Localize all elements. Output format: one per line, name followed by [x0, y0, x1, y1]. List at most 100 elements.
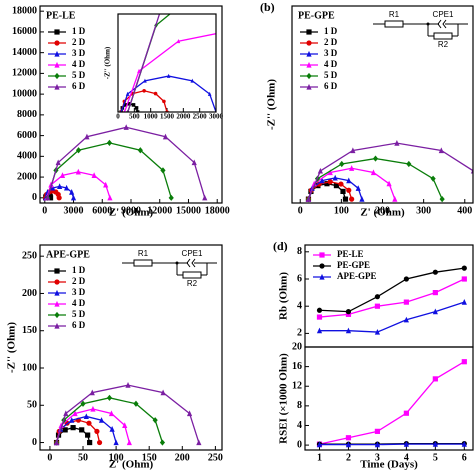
marker: [461, 276, 467, 282]
series-line: [319, 267, 465, 313]
legend-marker: [306, 61, 312, 68]
x-tick-label: 15000: [176, 205, 201, 216]
marker: [316, 441, 323, 448]
marker: [137, 147, 143, 154]
y-tick-label: 18000: [12, 5, 37, 16]
marker: [231, 28, 235, 32]
y-tick-label: 50: [27, 400, 37, 411]
x-axis-label: Z' (Ohm): [109, 459, 154, 471]
marker: [342, 196, 349, 202]
marker: [432, 376, 438, 382]
x-axis-label: Z' (Ohm): [109, 207, 154, 219]
marker: [123, 124, 129, 130]
marker: [103, 181, 109, 188]
marker: [89, 389, 95, 396]
circuit-label: R1: [138, 249, 149, 258]
marker: [319, 177, 325, 184]
marker: [84, 133, 90, 140]
marker: [50, 184, 56, 191]
node: [175, 261, 179, 265]
marker: [196, 439, 202, 446]
y-tick-label: 4: [297, 420, 302, 431]
y-tick-label: 16: [292, 361, 302, 372]
legend-label: 2 D: [72, 276, 86, 286]
marker: [86, 420, 92, 426]
marker: [461, 265, 467, 271]
circuit: R1 CPE1 R2: [122, 249, 217, 288]
cpe: [186, 258, 196, 268]
x-tick-label: 200: [375, 205, 390, 216]
legend-label: 2 D: [324, 37, 338, 47]
marker: [45, 194, 51, 201]
legend-label: 6 D: [324, 81, 338, 91]
marker: [349, 196, 355, 202]
marker: [316, 314, 323, 320]
marker: [125, 382, 131, 388]
circuit-label: CPE1: [433, 10, 454, 19]
marker: [190, 78, 195, 83]
legend-marker: [306, 40, 312, 46]
legend-marker: [319, 263, 325, 269]
marker: [403, 441, 409, 447]
legend-marker: [306, 72, 312, 80]
marker: [90, 405, 96, 412]
legend-label: 3 D: [324, 48, 338, 58]
x-tick-label: 12000: [147, 205, 172, 216]
marker: [142, 88, 146, 93]
marker: [406, 160, 412, 168]
legend-marker: [54, 289, 60, 296]
y-axis-label: Rb (Ohm): [278, 272, 290, 320]
node: [426, 22, 430, 26]
marker: [392, 196, 398, 202]
x-tick-label: 9000: [121, 205, 141, 216]
y-tick-label: 200: [22, 288, 37, 299]
marker: [403, 276, 409, 282]
legend-label: 1 D: [72, 26, 86, 36]
x-tick-label: 3: [375, 452, 380, 463]
x-axis-label: Z' (Ohm): [360, 207, 405, 219]
marker: [87, 439, 93, 446]
x-tick-label: 1500: [160, 113, 175, 121]
marker: [374, 328, 381, 335]
marker: [316, 327, 323, 334]
legend-marker: [54, 311, 60, 319]
marker: [106, 394, 113, 401]
marker: [345, 309, 352, 315]
plot-area: [43, 124, 208, 201]
marker: [345, 327, 352, 334]
x-tick-label: 150: [142, 452, 157, 463]
inset-bg: [118, 14, 216, 112]
legend-label: 1 D: [72, 265, 86, 275]
legend-label: 5 D: [72, 309, 86, 319]
marker: [69, 417, 75, 423]
marker: [162, 0, 166, 3]
marker: [135, 110, 140, 112]
marker: [160, 167, 166, 174]
x-tick-label: 3000: [64, 205, 84, 216]
legend-label: 2 D: [72, 37, 86, 47]
marker: [166, 73, 171, 78]
marker: [317, 167, 323, 174]
marker: [386, 180, 392, 187]
y-tick-label: 8: [297, 246, 302, 257]
plot-area: [316, 359, 467, 448]
circuit-label: CPE1: [182, 249, 203, 258]
plot-area: [119, 0, 288, 112]
resistor: [133, 259, 153, 267]
x-tick-label: 100: [109, 452, 124, 463]
legend-marker: [306, 83, 312, 90]
y-tick-label: 16000: [12, 26, 37, 37]
marker: [332, 174, 338, 181]
marker: [108, 410, 115, 417]
marker: [284, 39, 288, 43]
plot-area: [305, 140, 473, 203]
x-tick-label: 0: [42, 205, 47, 216]
marker: [113, 439, 119, 446]
marker: [374, 303, 381, 309]
frame: [117, 13, 217, 113]
legend-label: 1 D: [324, 26, 338, 36]
marker: [94, 428, 100, 434]
marker: [58, 422, 64, 428]
y-tick-label: 12000: [12, 68, 37, 79]
y-tick-label: 14000: [12, 47, 37, 58]
